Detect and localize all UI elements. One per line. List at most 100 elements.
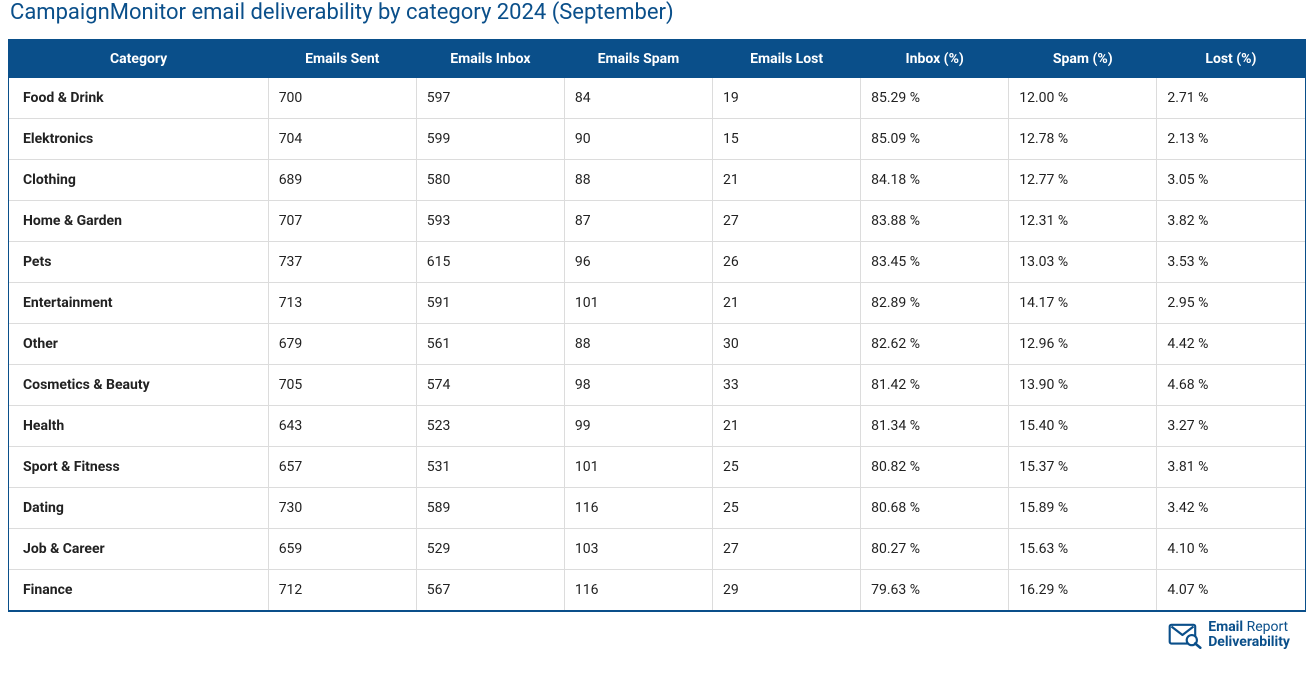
value-cell: 689 — [268, 160, 416, 201]
value-cell: 16.29 % — [1009, 570, 1157, 611]
table-row: Clothing689580882184.18 %12.77 %3.05 % — [9, 160, 1305, 201]
table-header: CategoryEmails SentEmails InboxEmails Sp… — [9, 40, 1305, 78]
value-cell: 523 — [416, 406, 564, 447]
logo-word-deliverability: Deliverability — [1208, 635, 1290, 650]
value-cell: 3.05 % — [1157, 160, 1305, 201]
value-cell: 659 — [268, 529, 416, 570]
value-cell: 88 — [564, 160, 712, 201]
table-body: Food & Drink700597841985.29 %12.00 %2.71… — [9, 78, 1305, 610]
category-cell: Food & Drink — [9, 78, 268, 119]
category-cell: Job & Career — [9, 529, 268, 570]
value-cell: 19 — [713, 78, 861, 119]
value-cell: 101 — [564, 447, 712, 488]
value-cell: 103 — [564, 529, 712, 570]
value-cell: 3.27 % — [1157, 406, 1305, 447]
value-cell: 531 — [416, 447, 564, 488]
value-cell: 12.77 % — [1009, 160, 1157, 201]
table-row: Cosmetics & Beauty705574983381.42 %13.90… — [9, 365, 1305, 406]
table-row: Finance7125671162979.63 %16.29 %4.07 % — [9, 570, 1305, 611]
value-cell: 705 — [268, 365, 416, 406]
value-cell: 85.29 % — [861, 78, 1009, 119]
value-cell: 21 — [713, 160, 861, 201]
value-cell: 707 — [268, 201, 416, 242]
value-cell: 82.89 % — [861, 283, 1009, 324]
value-cell: 730 — [268, 488, 416, 529]
value-cell: 712 — [268, 570, 416, 611]
value-cell: 13.90 % — [1009, 365, 1157, 406]
value-cell: 561 — [416, 324, 564, 365]
value-cell: 25 — [713, 447, 861, 488]
value-cell: 591 — [416, 283, 564, 324]
value-cell: 2.13 % — [1157, 119, 1305, 160]
value-cell: 599 — [416, 119, 564, 160]
value-cell: 704 — [268, 119, 416, 160]
category-cell: Home & Garden — [9, 201, 268, 242]
value-cell: 13.03 % — [1009, 242, 1157, 283]
value-cell: 3.42 % — [1157, 488, 1305, 529]
value-cell: 27 — [713, 529, 861, 570]
value-cell: 2.71 % — [1157, 78, 1305, 119]
table-row: Health643523992181.34 %15.40 %3.27 % — [9, 406, 1305, 447]
value-cell: 12.96 % — [1009, 324, 1157, 365]
table-row: Home & Garden707593872783.88 %12.31 %3.8… — [9, 201, 1305, 242]
value-cell: 33 — [713, 365, 861, 406]
column-header: Emails Sent — [268, 40, 416, 78]
value-cell: 101 — [564, 283, 712, 324]
category-cell: Elektronics — [9, 119, 268, 160]
value-cell: 12.00 % — [1009, 78, 1157, 119]
value-cell: 700 — [268, 78, 416, 119]
value-cell: 27 — [713, 201, 861, 242]
category-cell: Finance — [9, 570, 268, 611]
category-cell: Health — [9, 406, 268, 447]
value-cell: 4.07 % — [1157, 570, 1305, 611]
value-cell: 81.42 % — [861, 365, 1009, 406]
value-cell: 15.89 % — [1009, 488, 1157, 529]
value-cell: 3.82 % — [1157, 201, 1305, 242]
table-row: Sport & Fitness6575311012580.82 %15.37 %… — [9, 447, 1305, 488]
table-row: Elektronics704599901585.09 %12.78 %2.13 … — [9, 119, 1305, 160]
column-header: Category — [9, 40, 268, 78]
table-container: CategoryEmails SentEmails InboxEmails Sp… — [8, 39, 1306, 612]
category-cell: Pets — [9, 242, 268, 283]
value-cell: 567 — [416, 570, 564, 611]
value-cell: 615 — [416, 242, 564, 283]
value-cell: 26 — [713, 242, 861, 283]
category-cell: Cosmetics & Beauty — [9, 365, 268, 406]
value-cell: 80.27 % — [861, 529, 1009, 570]
value-cell: 580 — [416, 160, 564, 201]
value-cell: 679 — [268, 324, 416, 365]
value-cell: 83.88 % — [861, 201, 1009, 242]
logo-text: Email Report Deliverability — [1208, 620, 1290, 649]
value-cell: 99 — [564, 406, 712, 447]
value-cell: 29 — [713, 570, 861, 611]
value-cell: 574 — [416, 365, 564, 406]
table-row: Dating7305891162580.68 %15.89 %3.42 % — [9, 488, 1305, 529]
value-cell: 597 — [416, 78, 564, 119]
value-cell: 83.45 % — [861, 242, 1009, 283]
value-cell: 84 — [564, 78, 712, 119]
value-cell: 116 — [564, 570, 712, 611]
value-cell: 21 — [713, 406, 861, 447]
table-row: Food & Drink700597841985.29 %12.00 %2.71… — [9, 78, 1305, 119]
value-cell: 15.40 % — [1009, 406, 1157, 447]
value-cell: 2.95 % — [1157, 283, 1305, 324]
logo-word-email: Email — [1208, 619, 1246, 635]
column-header: Emails Inbox — [416, 40, 564, 78]
value-cell: 737 — [268, 242, 416, 283]
column-header: Lost (%) — [1157, 40, 1305, 78]
value-cell: 90 — [564, 119, 712, 160]
table-row: Pets737615962683.45 %13.03 %3.53 % — [9, 242, 1305, 283]
category-cell: Entertainment — [9, 283, 268, 324]
envelope-search-icon — [1168, 621, 1202, 649]
value-cell: 87 — [564, 201, 712, 242]
value-cell: 657 — [268, 447, 416, 488]
value-cell: 529 — [416, 529, 564, 570]
value-cell: 15.63 % — [1009, 529, 1157, 570]
column-header: Emails Lost — [713, 40, 861, 78]
logo-word-report: Report — [1247, 619, 1289, 635]
value-cell: 80.68 % — [861, 488, 1009, 529]
category-cell: Sport & Fitness — [9, 447, 268, 488]
page-title: CampaignMonitor email deliverability by … — [8, 0, 1306, 25]
column-header: Spam (%) — [1009, 40, 1157, 78]
value-cell: 85.09 % — [861, 119, 1009, 160]
